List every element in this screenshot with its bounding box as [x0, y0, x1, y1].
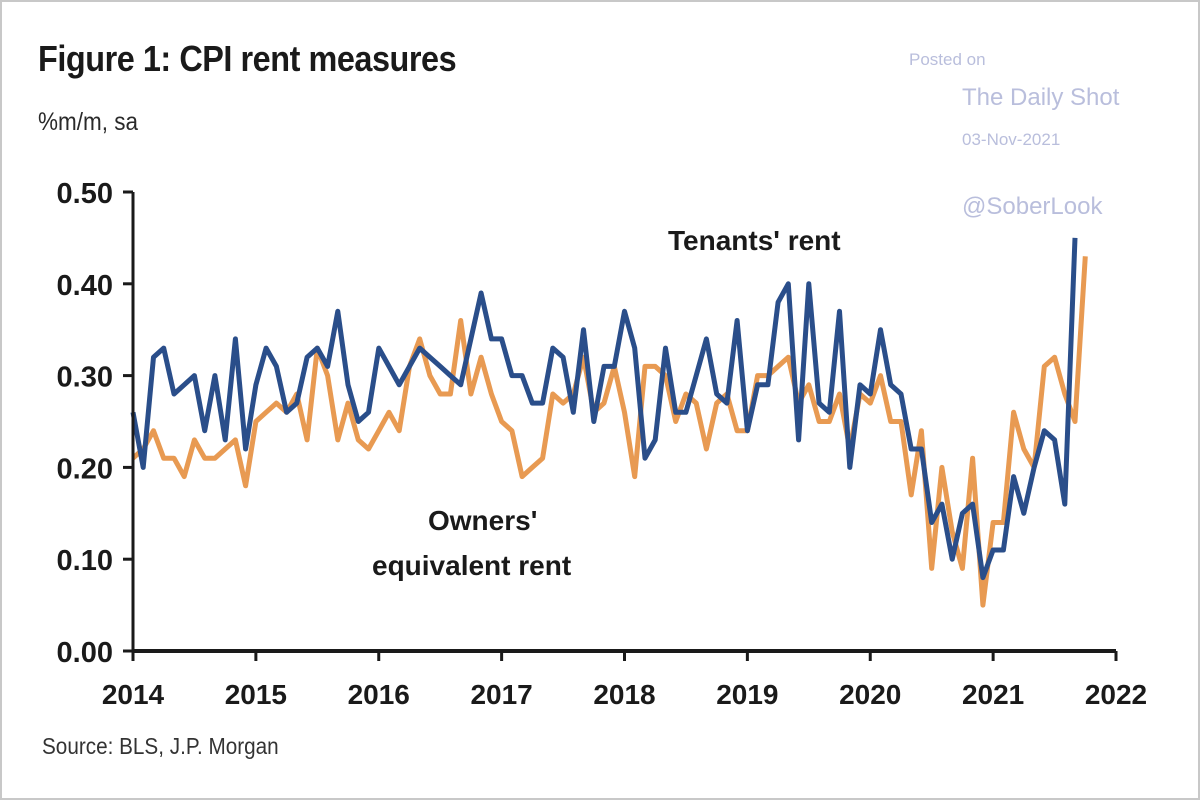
- annotation-owners-line1: Owners': [428, 505, 537, 536]
- y-tick-label: 0.00: [57, 637, 113, 669]
- watermark-handle: @SoberLook: [962, 193, 1103, 220]
- watermark-posted-on: Posted on: [909, 50, 986, 69]
- x-tick-label: 2020: [839, 679, 901, 710]
- annotation-tenants-rent: Tenants' rent: [668, 225, 841, 256]
- series-line-tenants-rent: [130, 237, 1078, 581]
- x-tick-label: 2018: [593, 679, 655, 710]
- x-tick-label: 2014: [102, 679, 165, 710]
- x-tick-label: 2017: [470, 679, 532, 710]
- series-line-owners-equivalent-rent: [131, 256, 1088, 608]
- x-tick-label: 2019: [716, 679, 778, 710]
- chart-title: Figure 1: CPI rent measures: [38, 38, 457, 79]
- x-tick-layer: 2014 2015 2016 2017 2018 2019 2020 2021 2022: [102, 651, 1147, 710]
- y-tick-label: 0.10: [57, 545, 113, 577]
- series-layer: [130, 237, 1088, 608]
- annotation-owners-line2: equivalent rent: [372, 550, 571, 581]
- y-tick-label: 0.30: [57, 362, 113, 394]
- watermark-publication: The Daily Shot: [962, 84, 1120, 111]
- source-note: Source: BLS, J.P. Morgan: [42, 733, 279, 759]
- y-tick-label: 0.50: [57, 178, 113, 210]
- chart-subtitle-units: %m/m, sa: [38, 108, 139, 136]
- watermark-date: 03-Nov-2021: [962, 130, 1061, 149]
- y-tick-label: 0.20: [57, 453, 113, 485]
- x-tick-label: 2021: [962, 679, 1024, 710]
- y-tick-layer: 0.00 0.10 0.20 0.30 0.40 0.50: [57, 178, 133, 669]
- x-tick-label: 2015: [225, 679, 287, 710]
- x-tick-label: 2016: [348, 679, 410, 710]
- y-tick-label: 0.40: [57, 270, 113, 302]
- x-tick-label: 2022: [1085, 679, 1147, 710]
